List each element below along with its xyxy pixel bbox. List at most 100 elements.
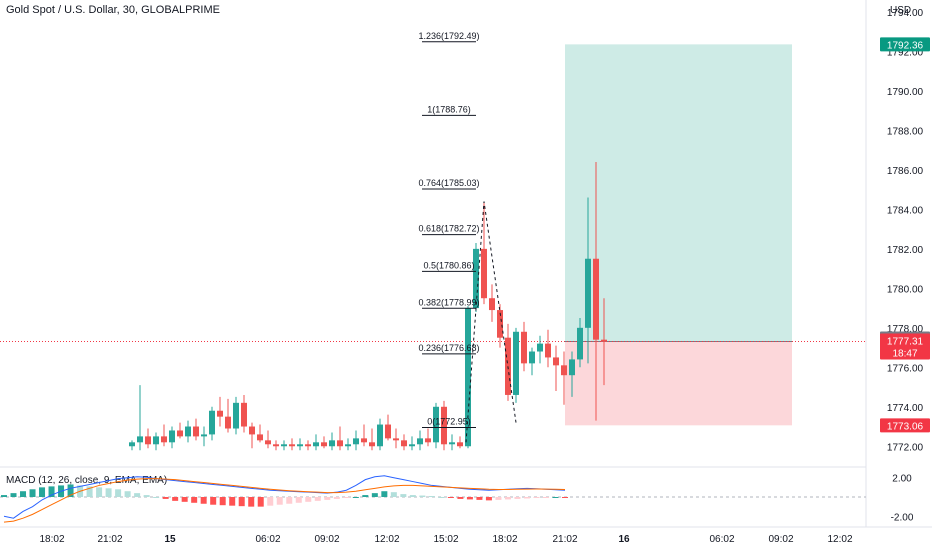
price-tick-label: 1778.00 xyxy=(887,324,924,335)
time-tick-label: 21:02 xyxy=(552,534,577,545)
macd-histogram-bar xyxy=(86,486,93,497)
time-tick-label: 18:02 xyxy=(492,534,517,545)
price-label-text: 1773.06 xyxy=(887,421,924,432)
macd-histogram-bar xyxy=(48,486,55,497)
candle-body xyxy=(281,444,287,447)
candle-body xyxy=(545,343,551,358)
macd-histogram-bar xyxy=(523,497,530,499)
candle-body xyxy=(265,440,271,445)
time-tick-label: 16 xyxy=(618,534,630,545)
macd-histogram-bar xyxy=(466,497,473,500)
macd-histogram-bar xyxy=(153,497,160,498)
macd-histogram-bar xyxy=(476,497,483,500)
macd-histogram-bar xyxy=(295,497,302,503)
macd-histogram-bar xyxy=(115,489,122,497)
macd-histogram-bar xyxy=(39,487,46,497)
price-tick-label: 1772.00 xyxy=(887,442,924,453)
macd-histogram-bar xyxy=(485,497,492,501)
time-tick-label: 18:02 xyxy=(39,534,64,545)
macd-histogram-bar xyxy=(552,497,559,498)
macd-histogram-bar xyxy=(181,497,188,502)
candle-body xyxy=(361,438,367,443)
candle-body xyxy=(529,351,535,364)
macd-histogram-bar xyxy=(29,489,36,497)
countdown-text: 18:47 xyxy=(892,348,917,359)
macd-histogram-bar xyxy=(162,497,169,499)
candle-body xyxy=(273,444,279,447)
candle-body xyxy=(129,442,135,447)
macd-histogram-bar xyxy=(210,497,217,505)
macd-histogram-bar xyxy=(248,497,255,507)
price-tick-label: 1784.00 xyxy=(887,205,924,216)
candle-body xyxy=(217,410,223,417)
candle-body xyxy=(201,434,207,437)
fib-level-label: 0.764(1785.03) xyxy=(418,178,479,188)
price-tick-label: 1794.00 xyxy=(887,8,924,19)
macd-histogram-bar xyxy=(390,492,397,497)
macd-histogram-bar xyxy=(219,497,226,506)
macd-tick-label: -2.00 xyxy=(891,512,914,523)
macd-histogram-bar xyxy=(352,497,359,498)
macd-line xyxy=(3,475,566,519)
macd-histogram-bar xyxy=(447,497,454,498)
candle-body xyxy=(185,426,191,437)
price-tick-label: 1790.00 xyxy=(887,87,924,98)
candle-body xyxy=(249,426,255,435)
macd-histogram-bar xyxy=(514,497,521,499)
time-tick-label: 15:02 xyxy=(433,534,458,545)
macd-histogram-bar xyxy=(286,497,293,504)
macd-histogram-bar xyxy=(267,497,274,506)
fib-level-label: 0.382(1778.99) xyxy=(418,297,479,307)
macd-histogram-bar xyxy=(324,497,331,500)
candle-body xyxy=(409,444,415,447)
candle-body xyxy=(513,331,519,395)
candle-body xyxy=(393,438,399,441)
macd-histogram-bar xyxy=(229,497,236,506)
candle-body xyxy=(401,440,407,447)
candle-body xyxy=(225,416,231,429)
macd-histogram-bar xyxy=(419,495,426,497)
macd-histogram-bar xyxy=(143,495,150,497)
candle-body xyxy=(305,444,311,447)
time-tick-label: 12:02 xyxy=(827,534,852,545)
candle-body xyxy=(321,442,327,447)
time-tick-label: 06:02 xyxy=(255,534,280,545)
price-tick-label: 1792.00 xyxy=(887,47,924,58)
macd-histogram-bar xyxy=(409,495,416,497)
candle-body xyxy=(337,440,343,447)
candle-body xyxy=(161,436,167,443)
candle-body xyxy=(449,442,455,445)
fib-level-label: 0.618(1782.72) xyxy=(418,224,479,234)
candle-body xyxy=(481,248,487,299)
macd-histogram-bar xyxy=(67,484,74,497)
macd-histogram-bar xyxy=(1,495,7,497)
macd-histogram-bar xyxy=(20,491,27,497)
candle-body xyxy=(457,442,463,447)
macd-histogram-bar xyxy=(124,491,131,497)
price-label-text: 1792.36 xyxy=(887,40,924,51)
macd-histogram-bar xyxy=(105,488,112,497)
candle-body xyxy=(385,424,391,439)
candle-body xyxy=(289,444,295,447)
time-tick-label: 09:02 xyxy=(314,534,339,545)
candle-body xyxy=(209,410,215,435)
candle-body xyxy=(369,442,375,447)
candle-body xyxy=(569,359,575,376)
macd-histogram-bar xyxy=(314,497,321,501)
candle-body xyxy=(377,424,383,447)
current-price-box xyxy=(880,333,930,360)
candle-body xyxy=(345,444,351,447)
time-tick-label: 15 xyxy=(164,534,176,545)
price-tick-label: 1780.00 xyxy=(887,284,924,295)
price-tick-label: 1788.00 xyxy=(887,126,924,137)
candle-body xyxy=(241,402,247,427)
candle-body xyxy=(257,434,263,441)
macd-histogram-bar xyxy=(562,497,568,498)
macd-histogram-bar xyxy=(10,493,17,497)
currency-label: USD xyxy=(890,5,912,16)
candle-body xyxy=(145,436,151,445)
candle-body xyxy=(153,436,159,445)
time-tick-label: 12:02 xyxy=(374,534,399,545)
macd-histogram-bar xyxy=(172,497,179,501)
